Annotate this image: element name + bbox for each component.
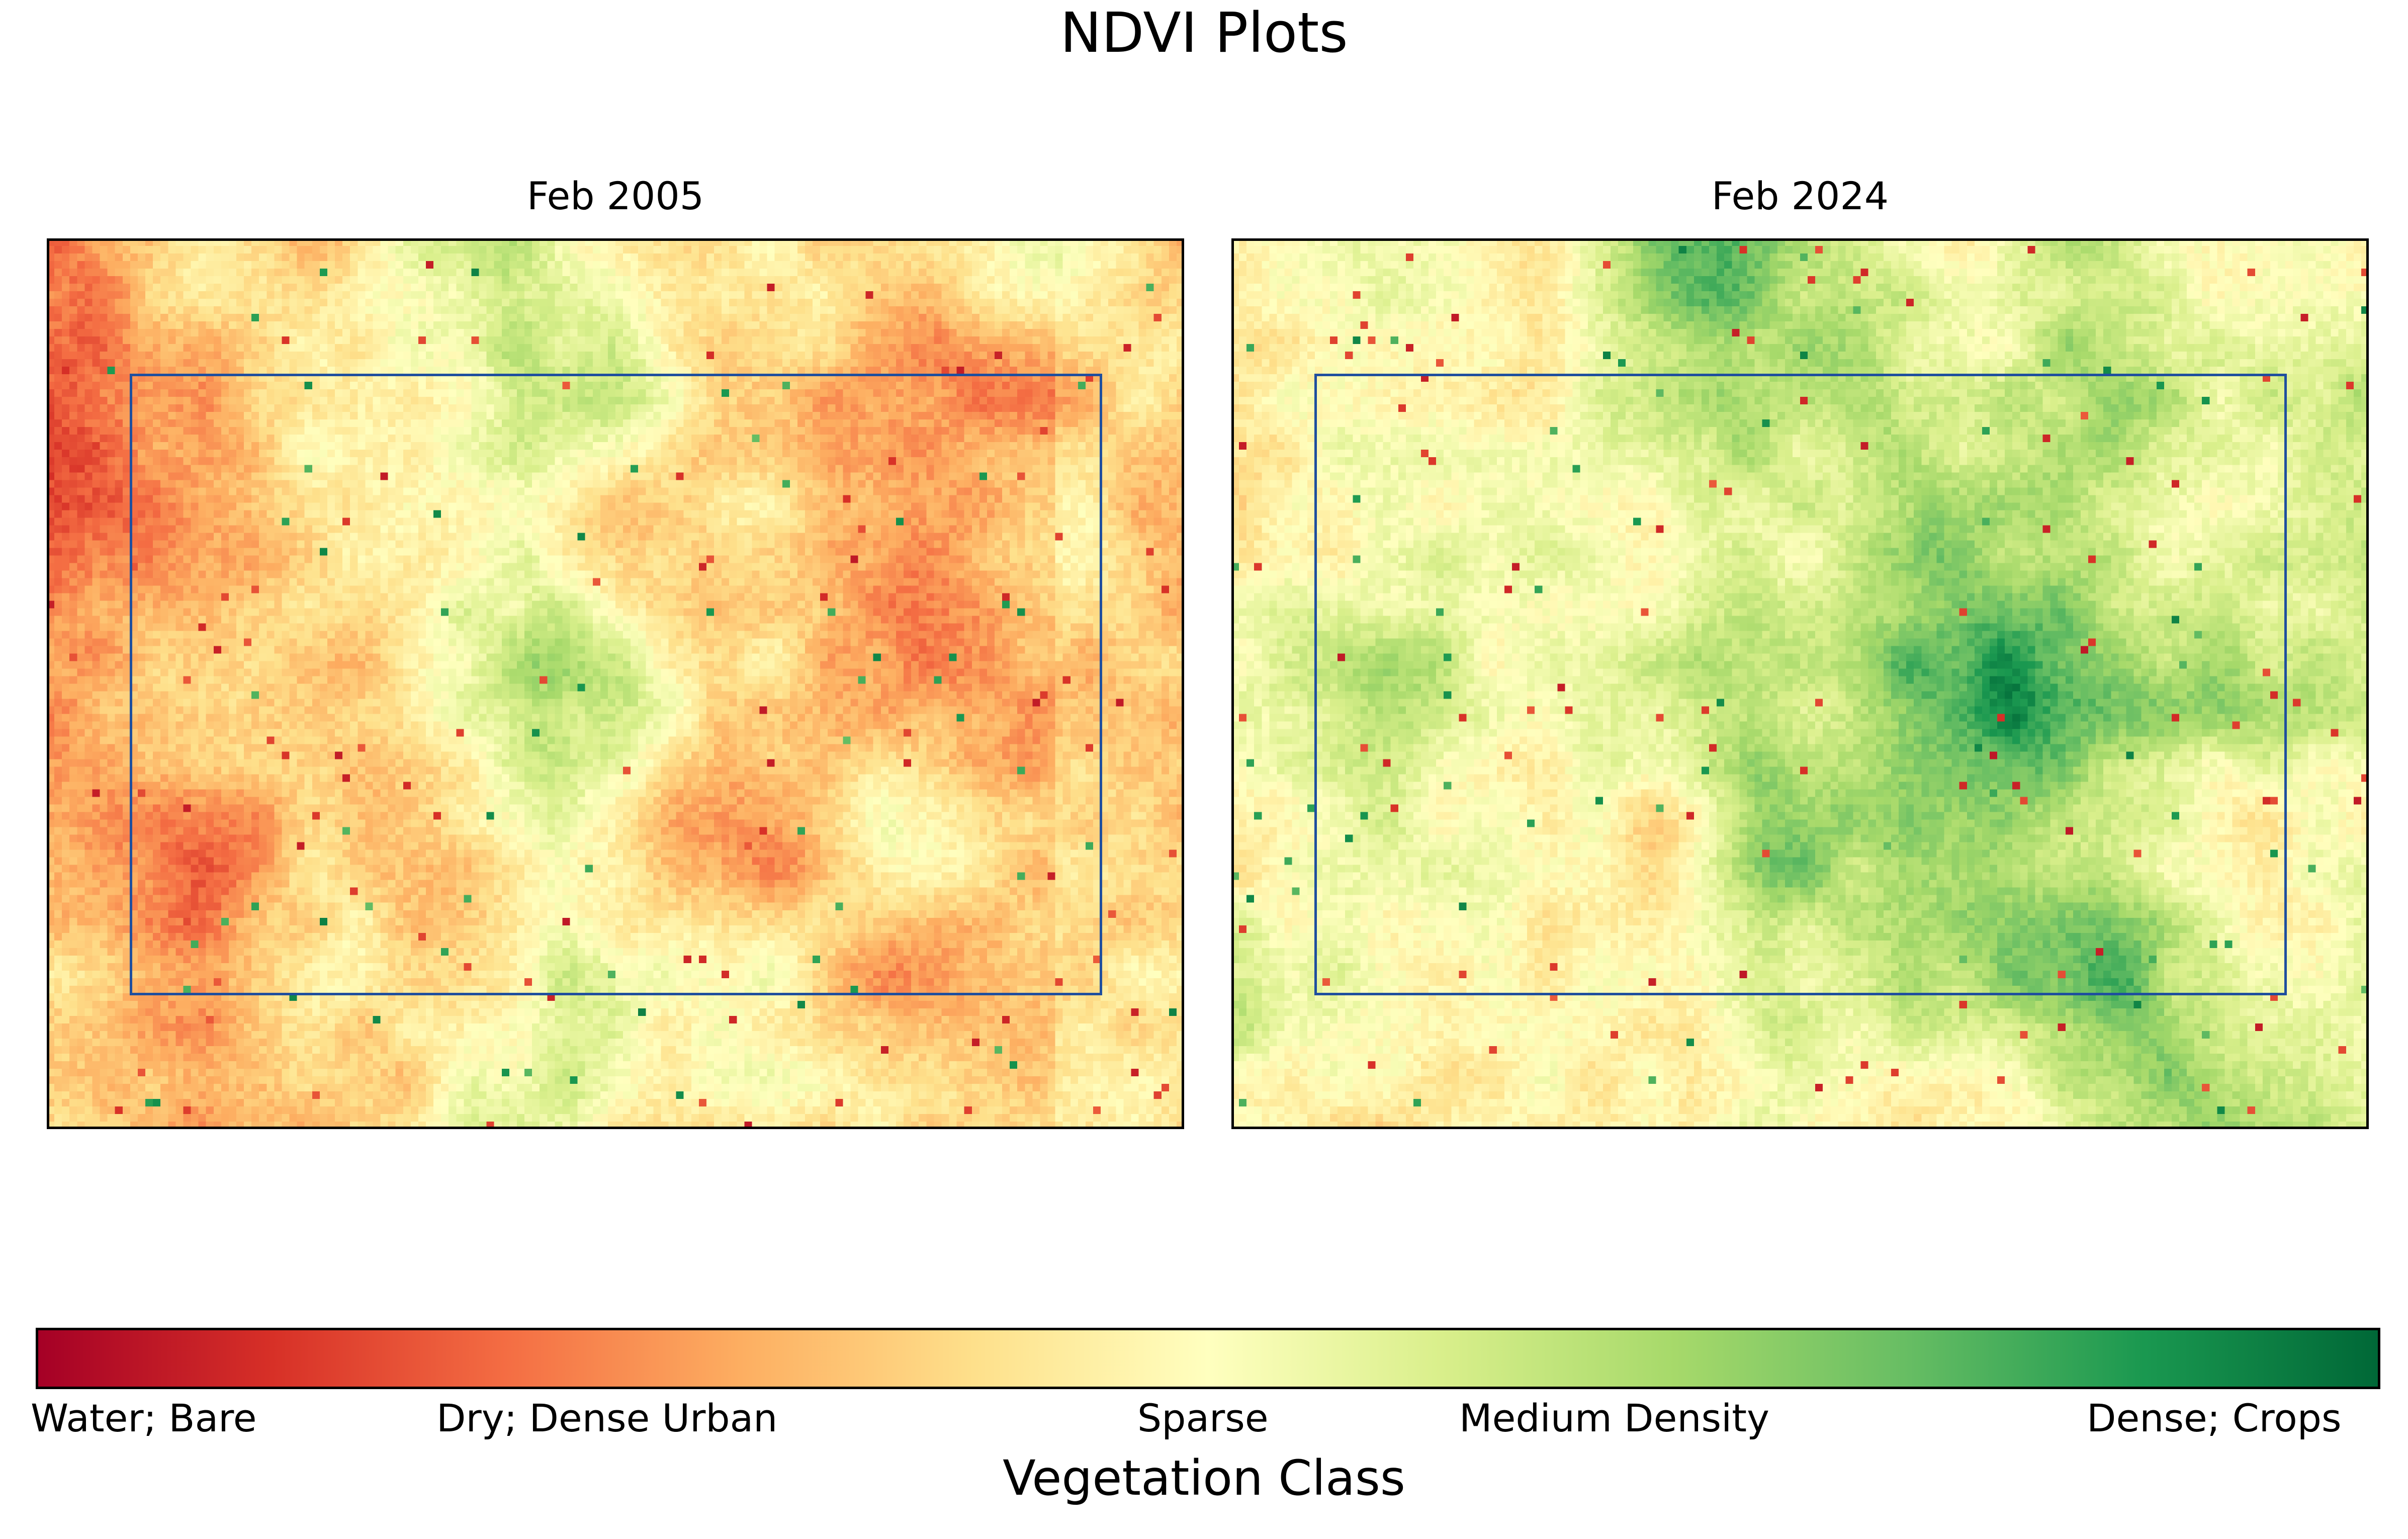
panel-title-right: Feb 2024 bbox=[1231, 174, 2369, 219]
colorbar-tick-dry-dense-urban: Dry; Dense Urban bbox=[436, 1396, 777, 1441]
colorbar-tick-dense-crops: Dense; Crops bbox=[2087, 1396, 2342, 1441]
heatmap-svg bbox=[47, 238, 1184, 1129]
colorbar bbox=[36, 1328, 2380, 1389]
colorbar-axis-label: Vegetation Class bbox=[0, 1449, 2408, 1507]
colorbar-tick-sparse: Sparse bbox=[1137, 1396, 1269, 1441]
panel-title-left: Feb 2005 bbox=[47, 174, 1184, 219]
ndvi-heatmap-right bbox=[1231, 238, 2369, 1129]
chart-title: NDVI Plots bbox=[0, 0, 2408, 65]
ndvi-heatmap-left bbox=[47, 238, 1184, 1129]
heatmap-svg bbox=[1231, 238, 2369, 1129]
colorbar-tick-water-bare: Water; Bare bbox=[31, 1396, 256, 1441]
colorbar-tick-medium-density: Medium Density bbox=[1459, 1396, 1769, 1441]
